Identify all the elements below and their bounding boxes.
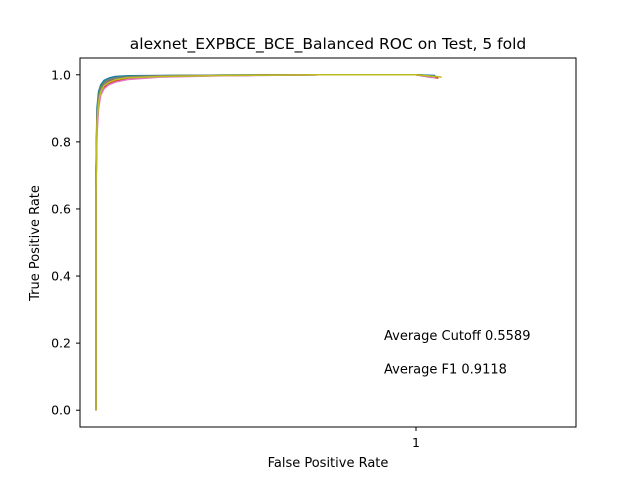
plot-area-frame [79,57,577,428]
y-tick-label: 0.0 [51,403,71,418]
y-axis-label: True Positive Rate [28,185,43,302]
annotation-text: Average Cutoff 0.5589 [384,329,530,344]
y-tick-label: 0.8 [51,134,71,149]
annotation-text: Average F1 0.9118 [384,362,507,377]
y-tick-label: 0.4 [51,269,71,284]
y-tick-label: 0.6 [51,201,71,216]
roc-curve-fold-9 [95,74,442,411]
chart-title: alexnet_EXPBCE_BCE_Balanced ROC on Test,… [130,35,526,54]
y-tick-label: 0.2 [51,336,71,351]
ticks-layer: 0.0 0.2 0.4 0.6 0.8 1.0 1 [51,67,420,450]
y-tick-label: 1.0 [51,67,71,82]
annotation-layer: Average Cutoff 0.5589 Average F1 0.9118 [384,329,530,378]
series-layer [95,74,442,411]
x-axis-label: False Positive Rate [268,456,389,471]
x-tick-label: 1 [412,435,420,450]
